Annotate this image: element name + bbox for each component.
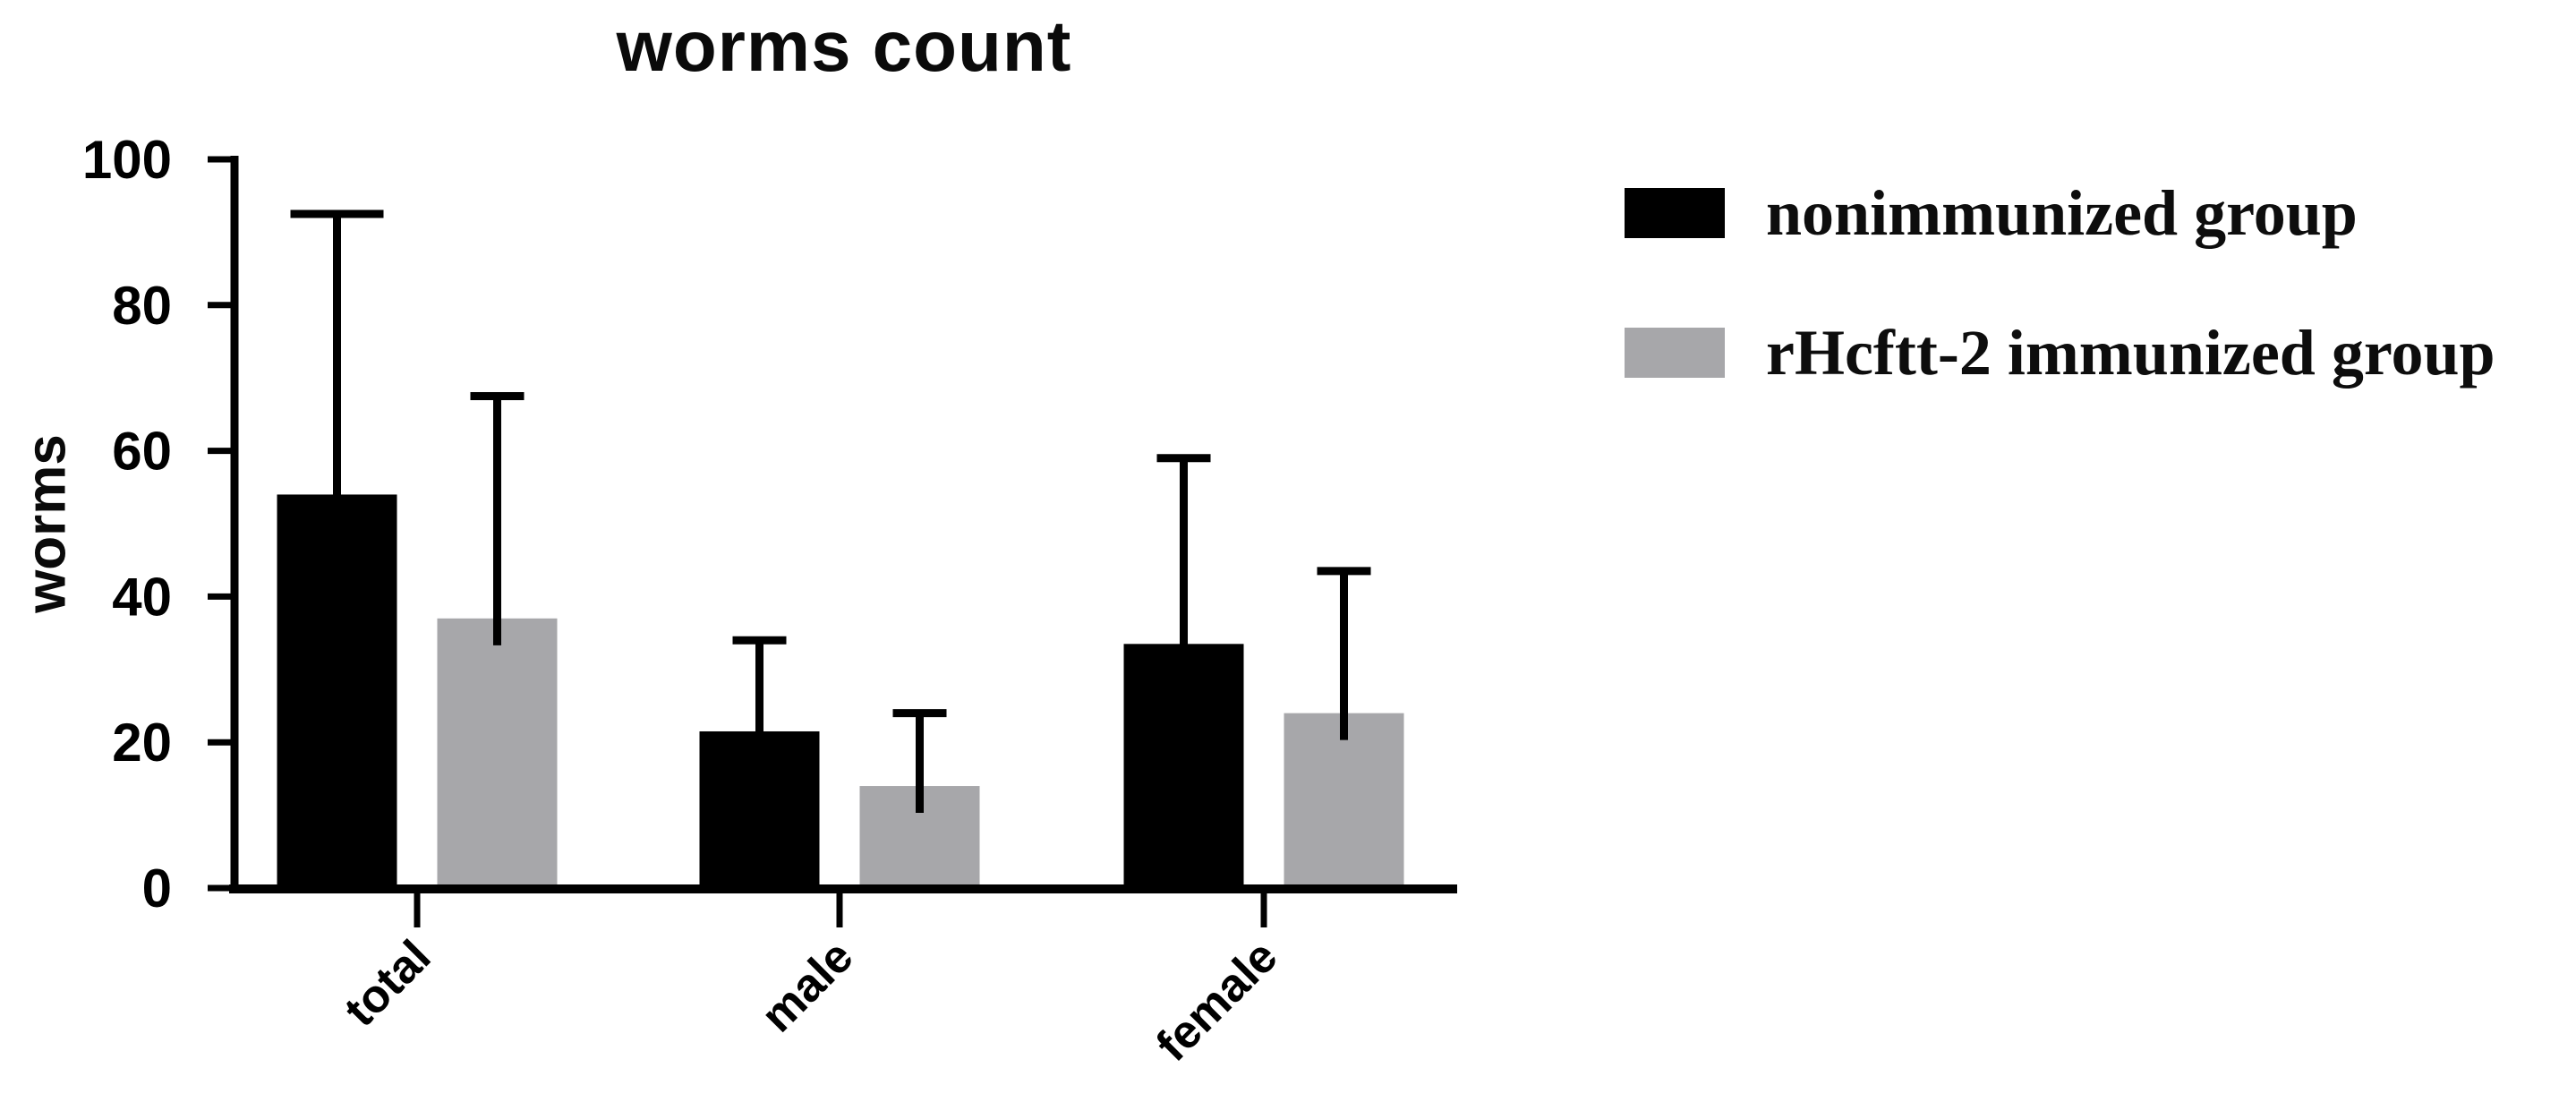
y-tick-label: 100 [82,130,172,190]
x-category-label-female: female [1147,930,1288,1072]
y-tick-label: 60 [112,422,172,482]
bar-female-series0 [1123,644,1244,892]
x-category-label-total: total [335,930,441,1037]
legend-item-nonimmunized: nonimmunized group [1625,181,2495,245]
bar-female-series1 [1284,713,1404,892]
plot-area: 0 20 40 60 80 100 total male female [82,130,1457,1072]
y-tick-label: 0 [142,859,172,918]
y-tick-label: 80 [112,276,172,336]
legend: nonimmunized group rHcftt-2 immunized gr… [1625,181,2495,385]
legend-item-immunized: rHcftt-2 immunized group [1625,320,2495,385]
legend-swatch-nonimmunized [1625,188,1725,238]
x-category-label-male: male [752,930,864,1042]
legend-label-immunized: rHcftt-2 immunized group [1766,317,2495,389]
bar-total-series1 [437,618,558,892]
legend-label-nonimmunized: nonimmunized group [1766,177,2358,249]
bar-total-series0 [277,494,397,892]
chart-title: worms count [616,6,1072,86]
y-tick-label: 40 [112,567,172,627]
y-tick-label: 20 [112,713,172,773]
legend-swatch-immunized [1625,328,1725,378]
